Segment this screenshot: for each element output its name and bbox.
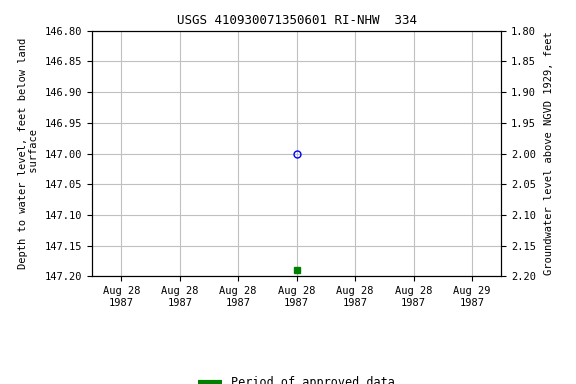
Title: USGS 410930071350601 RI-NHW  334: USGS 410930071350601 RI-NHW 334 [177, 14, 416, 27]
Y-axis label: Groundwater level above NGVD 1929, feet: Groundwater level above NGVD 1929, feet [544, 32, 554, 275]
Y-axis label: Depth to water level, feet below land
 surface: Depth to water level, feet below land su… [18, 38, 39, 269]
Legend: Period of approved data: Period of approved data [194, 371, 400, 384]
